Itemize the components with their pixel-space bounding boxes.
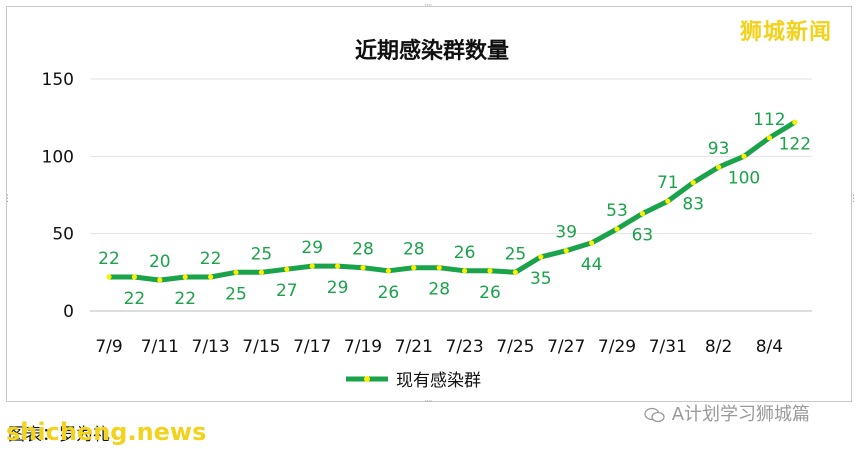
data-label: 25 — [251, 244, 273, 264]
data-labels: 2222202222252527292928262828262625353944… — [98, 110, 811, 309]
watermark-top-right: 狮城新闻 — [740, 20, 833, 45]
data-point — [563, 248, 569, 254]
data-point — [208, 274, 214, 280]
data-label: 71 — [657, 173, 679, 193]
y-axis-ticks: 0 50 100 150 — [42, 70, 74, 322]
data-label: 39 — [555, 223, 577, 243]
legend-marker-swatch — [364, 376, 370, 382]
wechat-icon — [644, 407, 665, 423]
watermark-bottom-left: shicheng.news — [6, 418, 207, 446]
resize-handle-left[interactable]: ⋮ — [3, 194, 12, 204]
data-label: 25 — [225, 284, 247, 304]
x-tick-label: 7/31 — [649, 337, 687, 357]
data-label: 22 — [124, 289, 146, 309]
x-tick-label: 7/13 — [192, 337, 230, 357]
data-point — [792, 119, 798, 125]
data-point — [284, 266, 290, 272]
data-label: 27 — [276, 281, 298, 301]
x-tick-label: 7/15 — [242, 337, 280, 357]
data-point — [385, 268, 391, 274]
x-tick-label: 7/21 — [395, 337, 433, 357]
data-point — [233, 269, 239, 275]
data-label: 93 — [708, 139, 730, 159]
data-label: 44 — [581, 255, 603, 275]
data-label: 26 — [479, 283, 501, 303]
x-tick-label: 8/2 — [705, 337, 732, 357]
data-label: 22 — [174, 289, 196, 309]
x-tick-label: 7/19 — [344, 337, 382, 357]
data-point — [690, 180, 696, 186]
data-label: 83 — [682, 195, 704, 215]
data-label: 28 — [428, 280, 450, 300]
data-point — [716, 164, 722, 170]
data-point — [258, 269, 264, 275]
data-point — [614, 226, 620, 232]
data-point — [335, 263, 341, 269]
source-caption: 图表：罗为礼 — [8, 425, 110, 445]
x-tick-label: 7/27 — [547, 337, 585, 357]
y-tick-label: 150 — [42, 70, 74, 90]
x-tick-label: 7/17 — [293, 337, 331, 357]
data-label: 100 — [728, 168, 760, 188]
x-tick-label: 7/9 — [95, 337, 122, 357]
data-label: 25 — [505, 244, 527, 264]
data-label: 53 — [606, 201, 628, 221]
data-point — [741, 153, 747, 159]
data-point — [512, 269, 519, 275]
data-label: 22 — [200, 249, 222, 269]
gridlines — [90, 78, 812, 312]
x-tick-label: 7/11 — [141, 337, 179, 357]
resize-handle-top[interactable]: ···· — [424, 1, 433, 11]
data-point — [309, 263, 315, 269]
x-tick-label: 8/4 — [756, 337, 783, 357]
data-point — [182, 274, 188, 280]
data-point — [462, 268, 468, 274]
wechat-account: A计划学习狮城篇 — [644, 400, 810, 426]
chart-frame — [6, 6, 852, 402]
series-markers — [106, 119, 798, 283]
data-point — [589, 240, 595, 246]
data-label: 26 — [454, 243, 476, 263]
data-point — [157, 277, 163, 283]
x-tick-label: 7/29 — [598, 337, 636, 357]
data-label: 63 — [632, 226, 654, 246]
legend: 现有感染群 — [346, 371, 481, 391]
data-point — [487, 268, 493, 274]
x-tick-label: 7/25 — [496, 337, 534, 357]
resize-handle-right[interactable]: ⋮ — [849, 194, 858, 204]
data-point — [665, 198, 671, 204]
data-point — [360, 265, 366, 271]
data-point — [766, 135, 773, 141]
y-tick-label: 50 — [52, 225, 74, 245]
y-tick-label: 0 — [63, 302, 74, 322]
legend-label: 现有感染群 — [396, 371, 481, 391]
wechat-account-name: A计划学习狮城篇 — [671, 404, 811, 425]
data-label: 112 — [753, 110, 785, 130]
data-label: 22 — [98, 249, 120, 269]
series-line — [106, 119, 798, 283]
data-label: 29 — [301, 238, 323, 258]
data-label: 20 — [149, 252, 171, 272]
data-label: 28 — [352, 240, 374, 260]
data-label: 122 — [779, 134, 811, 154]
x-tick-label: 7/23 — [446, 337, 484, 357]
y-tick-label: 100 — [42, 147, 74, 167]
data-label: 28 — [403, 240, 425, 260]
data-point — [411, 265, 417, 271]
resize-handle-bottom[interactable]: ···· — [424, 397, 433, 407]
chart-title: 近期感染群数量 — [355, 38, 509, 64]
x-axis-ticks: 7/9 7/11 7/13 7/15 7/17 7/19 7/21 7/23 7/25 7/27 7… — [95, 337, 783, 357]
data-point — [639, 210, 646, 217]
data-point — [106, 274, 112, 280]
data-point — [436, 265, 442, 271]
data-point — [131, 274, 137, 280]
data-label: 26 — [378, 283, 400, 303]
data-point — [538, 254, 544, 260]
data-label: 29 — [327, 278, 349, 298]
data-label: 35 — [530, 269, 552, 289]
